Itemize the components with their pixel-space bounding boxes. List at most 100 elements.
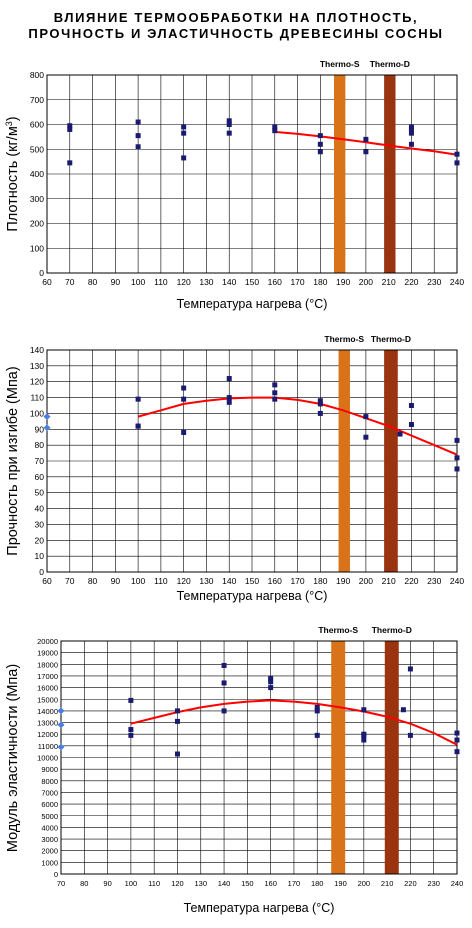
x-tick-label: 100 bbox=[131, 576, 145, 586]
data-point bbox=[268, 685, 274, 691]
data-point bbox=[135, 423, 141, 429]
band-label: Thermo-D bbox=[371, 334, 411, 344]
y-tick-label: 200 bbox=[30, 219, 44, 229]
data-point bbox=[181, 130, 187, 136]
y-tick-label: 8000 bbox=[41, 777, 58, 786]
data-point bbox=[226, 395, 232, 401]
x-tick-label: 240 bbox=[450, 576, 464, 586]
y-tick-label: 100 bbox=[30, 243, 44, 253]
y-tick-label: 30 bbox=[35, 519, 45, 529]
data-point bbox=[226, 122, 232, 127]
data-point bbox=[407, 666, 413, 672]
data-point bbox=[454, 730, 460, 736]
x-tick-label: 190 bbox=[336, 576, 350, 586]
data-point bbox=[272, 382, 278, 388]
data-point bbox=[317, 398, 323, 404]
y-axis-label: Прочность при изгибе (Мпа) bbox=[5, 366, 21, 555]
data-point bbox=[272, 396, 278, 402]
x-tick-label: 210 bbox=[382, 576, 396, 586]
y-tick-label: 1000 bbox=[41, 858, 58, 867]
y-tick-label: 10 bbox=[35, 551, 45, 561]
y-tick-label: 15000 bbox=[37, 695, 58, 704]
x-tick-label: 80 bbox=[88, 277, 98, 287]
x-axis-label: Температура нагрева (°С) bbox=[184, 901, 335, 915]
y-tick-label: 17000 bbox=[37, 672, 58, 681]
y-tick-label: 0 bbox=[54, 870, 58, 879]
band-label: Thermo-S bbox=[320, 59, 360, 69]
y-tick-label: 3000 bbox=[41, 835, 58, 844]
data-point bbox=[221, 708, 227, 714]
data-point bbox=[454, 160, 460, 166]
control-point bbox=[57, 707, 65, 715]
band-thermo-d bbox=[384, 75, 396, 273]
y-tick-label: 19000 bbox=[37, 649, 58, 658]
control-point bbox=[57, 721, 65, 729]
data-point bbox=[181, 155, 187, 161]
band-thermo-s bbox=[338, 350, 350, 572]
data-point bbox=[317, 149, 323, 155]
data-point bbox=[135, 396, 141, 402]
y-tick-label: 0 bbox=[39, 567, 44, 577]
data-point bbox=[272, 124, 278, 130]
data-point bbox=[454, 437, 460, 443]
band-label: Thermo-S bbox=[318, 625, 358, 635]
y-tick-label: 400 bbox=[30, 169, 44, 179]
x-tick-label: 80 bbox=[88, 576, 98, 586]
band-label: Thermo-D bbox=[370, 59, 410, 69]
data-point bbox=[454, 466, 460, 472]
x-tick-label: 240 bbox=[450, 277, 464, 287]
x-tick-label: 90 bbox=[111, 277, 121, 287]
x-tick-label: 110 bbox=[154, 576, 168, 586]
control-point bbox=[57, 743, 65, 751]
plot-frame bbox=[60, 640, 458, 875]
data-point bbox=[361, 731, 367, 737]
y-tick-label: 2000 bbox=[41, 847, 58, 856]
x-tick-label: 200 bbox=[359, 576, 373, 586]
data-point bbox=[174, 751, 180, 757]
x-tick-label: 190 bbox=[336, 277, 350, 287]
data-point bbox=[221, 662, 227, 668]
x-tick-label: 140 bbox=[222, 277, 236, 287]
data-point bbox=[135, 119, 141, 125]
data-point bbox=[408, 130, 414, 136]
data-point bbox=[408, 403, 414, 408]
x-tick-label: 210 bbox=[381, 879, 394, 888]
x-tick-label: 130 bbox=[195, 879, 208, 888]
title-line-2: ПРОЧНОСТЬ И ЭЛАСТИЧНОСТЬ ДРЕВЕСИНЫ СОСНЫ bbox=[28, 26, 444, 41]
x-tick-label: 70 bbox=[57, 879, 65, 888]
x-tick-label: 220 bbox=[404, 879, 417, 888]
data-point bbox=[397, 431, 403, 437]
y-tick-label: 13000 bbox=[37, 719, 58, 728]
data-point bbox=[67, 126, 73, 132]
data-point bbox=[361, 737, 367, 743]
data-point bbox=[314, 704, 320, 710]
data-point bbox=[408, 124, 414, 130]
y-tick-label: 90 bbox=[35, 424, 45, 434]
plot-frame bbox=[46, 349, 458, 573]
y-tick-label: 700 bbox=[30, 95, 44, 105]
data-point bbox=[454, 737, 460, 743]
x-tick-label: 150 bbox=[245, 576, 259, 586]
modulus-chart: Thermo-S Thermo-D 70 80 90 100 110 120 130 140 150… bbox=[5, 625, 463, 915]
data-point bbox=[221, 680, 227, 686]
data-point bbox=[268, 679, 274, 685]
plot-frame bbox=[46, 74, 458, 274]
band-thermo-s bbox=[331, 641, 346, 874]
data-point bbox=[181, 396, 187, 402]
x-tick-label: 110 bbox=[148, 879, 160, 888]
data-point bbox=[363, 414, 369, 420]
x-tick-label: 230 bbox=[427, 576, 441, 586]
x-tick-label: 120 bbox=[171, 879, 184, 888]
data-point bbox=[454, 455, 460, 461]
x-tick-label: 160 bbox=[264, 879, 277, 888]
x-tick-label: 200 bbox=[359, 277, 373, 287]
data-point bbox=[363, 434, 369, 440]
x-tick-label: 200 bbox=[358, 879, 371, 888]
x-tick-label: 220 bbox=[404, 576, 418, 586]
x-axis-label: Температура нагрева (°С) bbox=[177, 297, 328, 311]
data-point bbox=[454, 151, 460, 157]
x-tick-label: 70 bbox=[65, 277, 75, 287]
x-tick-label: 150 bbox=[245, 277, 259, 287]
data-point bbox=[174, 708, 180, 714]
